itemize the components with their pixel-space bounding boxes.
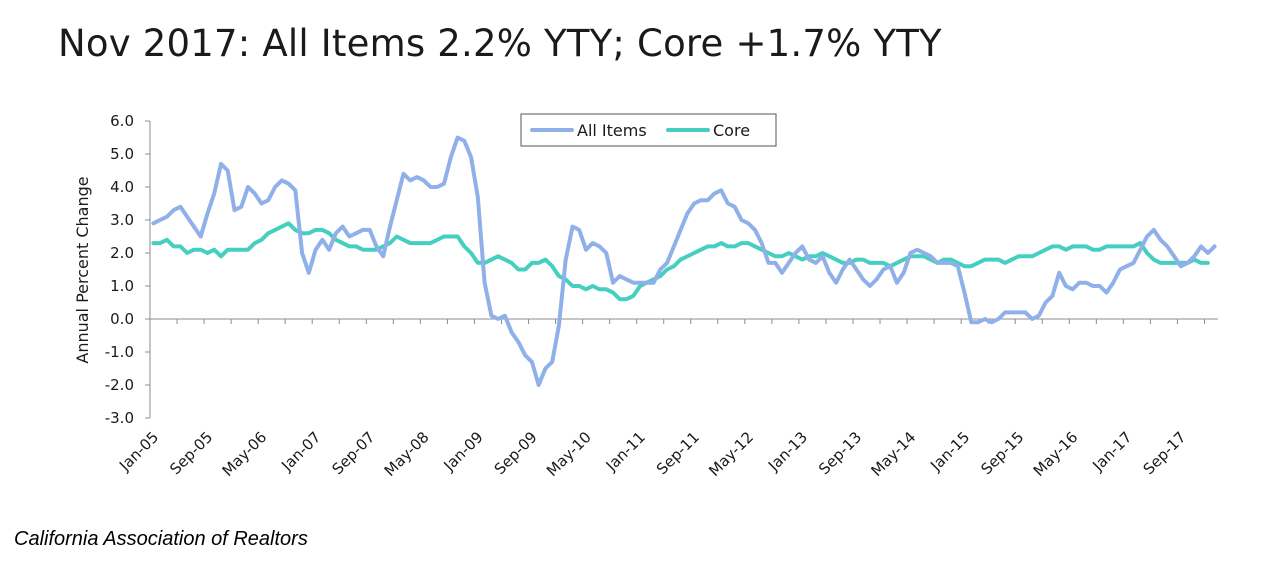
x-tick-label: May-14 — [867, 428, 919, 480]
series-line-core — [151, 221, 1210, 302]
series-layer — [151, 135, 1217, 387]
x-tick-label: Sep-13 — [815, 428, 865, 478]
x-axis-ticks: Jan-05 Sep-05 May-06 Jan-07 Sep-07 May-08 Jan-… — [115, 319, 1205, 480]
chart-title: Nov 2017: All Items 2.2% YTY; Core +1.7%… — [58, 22, 942, 65]
y-tick-label: 1.0 — [110, 277, 134, 295]
x-tick-label: Sep-05 — [166, 428, 216, 478]
y-axis-label: Annual Percent Change — [73, 176, 92, 363]
x-tick-label: Jan-13 — [764, 428, 811, 475]
y-tick-label: 4.0 — [110, 178, 134, 196]
x-tick-label: May-12 — [705, 428, 757, 480]
x-tick-label: Sep-07 — [328, 428, 378, 478]
series-line-all-items — [151, 135, 1217, 387]
source-credit: California Association of Realtors — [14, 528, 308, 550]
chart-axes — [149, 121, 1218, 418]
x-tick-label: Jan-07 — [277, 428, 324, 475]
y-tick-label: 6.0 — [110, 112, 134, 130]
y-tick-label: 2.0 — [110, 244, 134, 262]
x-tick-label: Jan-17 — [1088, 428, 1135, 475]
x-tick-label: May-08 — [381, 428, 433, 480]
x-tick-label: Sep-15 — [977, 428, 1027, 478]
x-tick-label: May-16 — [1030, 428, 1082, 480]
x-tick-label: Jan-11 — [602, 428, 649, 475]
chart-legend: All Items Core — [520, 113, 777, 147]
y-axis-ticks: 6.0 5.0 4.0 3.0 2.0 1.0 0.0 -1.0 -2.0 -3.0 — [105, 112, 150, 427]
y-tick-label: -2.0 — [105, 376, 134, 394]
legend-label-core: Core — [713, 121, 750, 140]
y-tick-label: -1.0 — [105, 343, 134, 361]
y-tick-label: 0.0 — [110, 310, 134, 328]
y-tick-label: 5.0 — [110, 145, 134, 163]
x-tick-label: Jan-09 — [440, 428, 487, 475]
x-tick-label: May-06 — [219, 428, 271, 480]
x-tick-label: Sep-17 — [1140, 428, 1190, 478]
x-tick-label: Jan-15 — [926, 428, 973, 475]
x-tick-label: May-10 — [543, 428, 595, 480]
legend-label-all-items: All Items — [577, 121, 647, 140]
y-tick-label: 3.0 — [110, 211, 134, 229]
x-tick-label: Sep-11 — [653, 428, 703, 478]
x-tick-label: Jan-05 — [115, 428, 162, 475]
x-tick-label: Sep-09 — [491, 428, 541, 478]
y-tick-label: -3.0 — [105, 409, 134, 427]
